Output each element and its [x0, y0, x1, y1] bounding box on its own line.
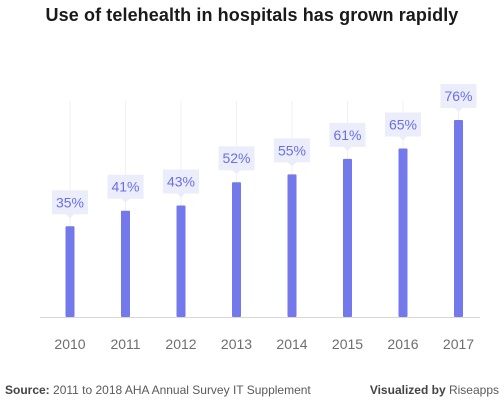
visualized-label: Visualized by [369, 383, 446, 397]
source-label: Source: [5, 383, 50, 397]
x-tick-2015: 2015 [332, 336, 363, 352]
data-label-2014: 55% [278, 142, 306, 158]
data-label-box-2010 [52, 190, 88, 219]
bar-2012 [176, 205, 186, 317]
bar-2016 [398, 148, 408, 317]
x-tick-2016: 2016 [387, 336, 418, 352]
data-label-2011: 41% [111, 179, 139, 195]
bar-2011 [121, 210, 130, 317]
data-label-box-2011 [107, 174, 144, 203]
credit-note: Visualized by Riseapps [370, 383, 499, 397]
bar-2014 [287, 174, 297, 317]
bar-2015 [343, 158, 352, 317]
data-label-box-2012 [163, 169, 199, 198]
visualized-text: Riseapps [448, 383, 499, 397]
chart-title: Use of telehealth in hospitals has grown… [45, 5, 459, 25]
data-label-2013: 52% [222, 150, 250, 166]
source-text: 2011 to 2018 AHA Annual Survey IT Supple… [53, 383, 311, 397]
data-labels: 35% 41% 43% 52% 55% 61% 65% 76% [52, 84, 477, 219]
data-label-box-2015 [329, 122, 366, 151]
data-label-2012: 43% [167, 174, 195, 190]
bar-chart: 35%41% 43%52% 55%61%65%76% 2010 2011 2012 201… [40, 84, 480, 352]
bars [65, 120, 463, 317]
data-label-box-2016 [385, 112, 421, 141]
x-tick-2011: 2011 [110, 336, 140, 352]
data-label-2015: 61% [333, 127, 361, 143]
data-label-2016: 65% [389, 117, 417, 133]
x-tick-2012: 2012 [165, 336, 196, 352]
x-tick-2017: 2017 [443, 336, 474, 352]
data-label-box-2017 [440, 84, 477, 112]
data-label-2010: 35% [56, 194, 84, 210]
x-axis-ticks: 2010 2011 2012 2013 2014 2015 2016 2017 [54, 336, 474, 352]
source-note: Source: 2011 to 2018 AHA Annual Survey I… [5, 383, 311, 397]
x-tick-2010: 2010 [54, 336, 85, 352]
footer: Source: 2011 to 2018 AHA Annual Survey I… [5, 383, 499, 401]
x-tick-2014: 2014 [276, 336, 307, 352]
data-label-box-2014 [274, 138, 310, 167]
bar-2010 [65, 226, 75, 317]
bar-2017 [454, 120, 463, 317]
bar-2013 [232, 182, 241, 317]
data-label-2017: 76% [444, 88, 472, 104]
x-tick-2013: 2013 [221, 336, 252, 352]
data-label-box-2013 [218, 146, 255, 175]
